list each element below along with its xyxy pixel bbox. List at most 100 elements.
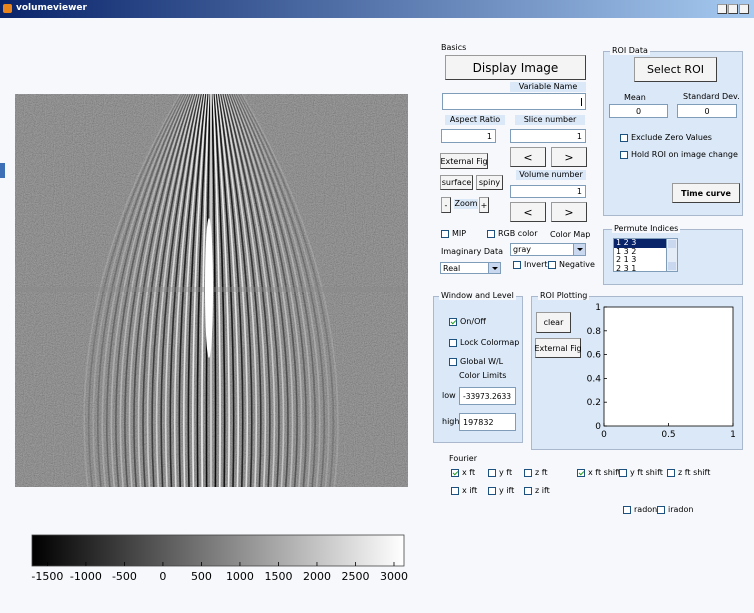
label: RGB color [498, 229, 538, 238]
volume-next-button[interactable]: > [551, 202, 587, 222]
image-stripe [240, 94, 329, 487]
volume-prev-button[interactable]: < [510, 202, 546, 222]
high-input[interactable]: 197832 [459, 413, 516, 431]
list-item[interactable]: 2 3 1 [614, 265, 666, 273]
maximize-button[interactable] [728, 4, 738, 14]
panel-title: Window and Level [439, 291, 516, 300]
image-stripe [218, 94, 239, 487]
slice-prev-button[interactable]: < [510, 147, 546, 167]
checkbox[interactable]: z ft [524, 468, 548, 477]
checkbox-box [667, 469, 675, 477]
label: z ft shift [678, 468, 710, 477]
checkbox[interactable]: y ft shift [619, 468, 663, 477]
tick-label: 500 [191, 570, 212, 583]
checkbox[interactable]: MIP [441, 229, 466, 238]
image-stripe [219, 94, 243, 487]
label: gray [513, 245, 531, 254]
checkbox[interactable]: y ft [488, 468, 512, 477]
checkbox[interactable]: Negative [548, 260, 595, 269]
label: y ft [499, 468, 512, 477]
image-stripe [237, 94, 319, 487]
checkbox[interactable]: y ift [488, 486, 514, 495]
checkbox-box [451, 469, 459, 477]
checkbox[interactable]: Global W/L [449, 357, 503, 366]
image-stripe [125, 94, 190, 487]
checkbox-box [513, 261, 521, 269]
std-field: 0 [677, 104, 737, 118]
label: Global W/L [460, 357, 503, 366]
checkbox[interactable]: Lock Colormap [449, 338, 519, 347]
panel-title: Permute Indices [612, 224, 680, 233]
checkbox-box [548, 261, 556, 269]
label: Lock Colormap [460, 338, 519, 347]
edge-widget [0, 163, 5, 178]
low-input[interactable]: -33973.2633 [459, 387, 516, 405]
slice-next-button[interactable]: > [551, 147, 587, 167]
display-image-button[interactable]: Display Image [445, 55, 586, 80]
imaginary-popup[interactable]: Real [440, 262, 501, 274]
label: high [442, 417, 459, 426]
scroll-up[interactable] [668, 240, 676, 248]
image-stripe [157, 94, 198, 487]
zoom-out-button[interactable]: - [441, 197, 451, 213]
external-fig-button[interactable]: External Fig [535, 338, 581, 358]
label: Slice number [515, 115, 585, 125]
label: Real [443, 264, 460, 273]
image-stripe [239, 94, 325, 487]
checkbox[interactable]: z ft shift [667, 468, 710, 477]
checkbox[interactable]: Exclude Zero Values [620, 133, 712, 142]
close-button[interactable] [739, 4, 749, 14]
checkbox[interactable]: Hold ROI on image change [620, 150, 738, 159]
select-roi-button[interactable]: Select ROI [634, 57, 717, 82]
dropdown-arrow [573, 244, 585, 255]
volume-input[interactable]: 1 [510, 185, 586, 198]
image-stripe [233, 94, 302, 487]
zoom-in-button[interactable]: + [479, 197, 489, 213]
checkbox-box [577, 469, 585, 477]
surface-button[interactable]: surface [440, 175, 473, 190]
image-stripe [234, 94, 306, 487]
checkbox[interactable]: x ft [451, 468, 475, 477]
image-stripe [143, 94, 194, 487]
aspect-ratio-input[interactable]: 1 [441, 129, 496, 143]
checkbox[interactable]: z ift [524, 486, 550, 495]
image-stripe [242, 94, 338, 487]
image-stripe [102, 94, 184, 487]
checkbox[interactable]: Invert [513, 260, 548, 269]
minimize-button[interactable] [717, 4, 727, 14]
tick-label: 2500 [341, 570, 369, 583]
image-center-line [210, 94, 212, 487]
label: z ift [535, 486, 550, 495]
checkbox[interactable]: radon [623, 505, 657, 514]
spiny-button[interactable]: spiny [476, 175, 503, 190]
time-curve-button[interactable]: Time curve [672, 183, 740, 203]
checkbox[interactable]: x ift [451, 486, 477, 495]
image-stripe [161, 94, 199, 487]
variable-name-input[interactable] [442, 93, 586, 110]
checkbox[interactable]: RGB color [487, 229, 538, 238]
image-stripe [166, 94, 200, 487]
checkbox[interactable]: x ft shift [577, 468, 621, 477]
image-view [15, 94, 408, 487]
external-fig-button[interactable]: External Fig [440, 153, 488, 169]
colormap-popup[interactable]: gray [510, 243, 586, 256]
mean-field: 0 [609, 104, 668, 118]
image-stripe [217, 94, 234, 487]
label: Standard Dev. [683, 92, 740, 101]
checkbox[interactable]: On/Off [449, 317, 486, 326]
image-stripe [222, 94, 256, 487]
label: Mean [624, 93, 646, 102]
checkbox[interactable]: iradon [657, 505, 693, 514]
clear-button[interactable]: clear [536, 312, 571, 333]
slice-input[interactable]: 1 [510, 129, 586, 143]
page: volumeviewer Basics Display Image Variab… [0, 0, 754, 613]
scrollbar[interactable] [666, 238, 678, 272]
scroll-down[interactable] [668, 262, 676, 270]
checkbox-box [449, 318, 457, 326]
image-stripe [111, 94, 186, 487]
label: Hold ROI on image change [631, 150, 738, 159]
section-title: Fourier [449, 454, 477, 463]
image-stripe [235, 94, 310, 487]
